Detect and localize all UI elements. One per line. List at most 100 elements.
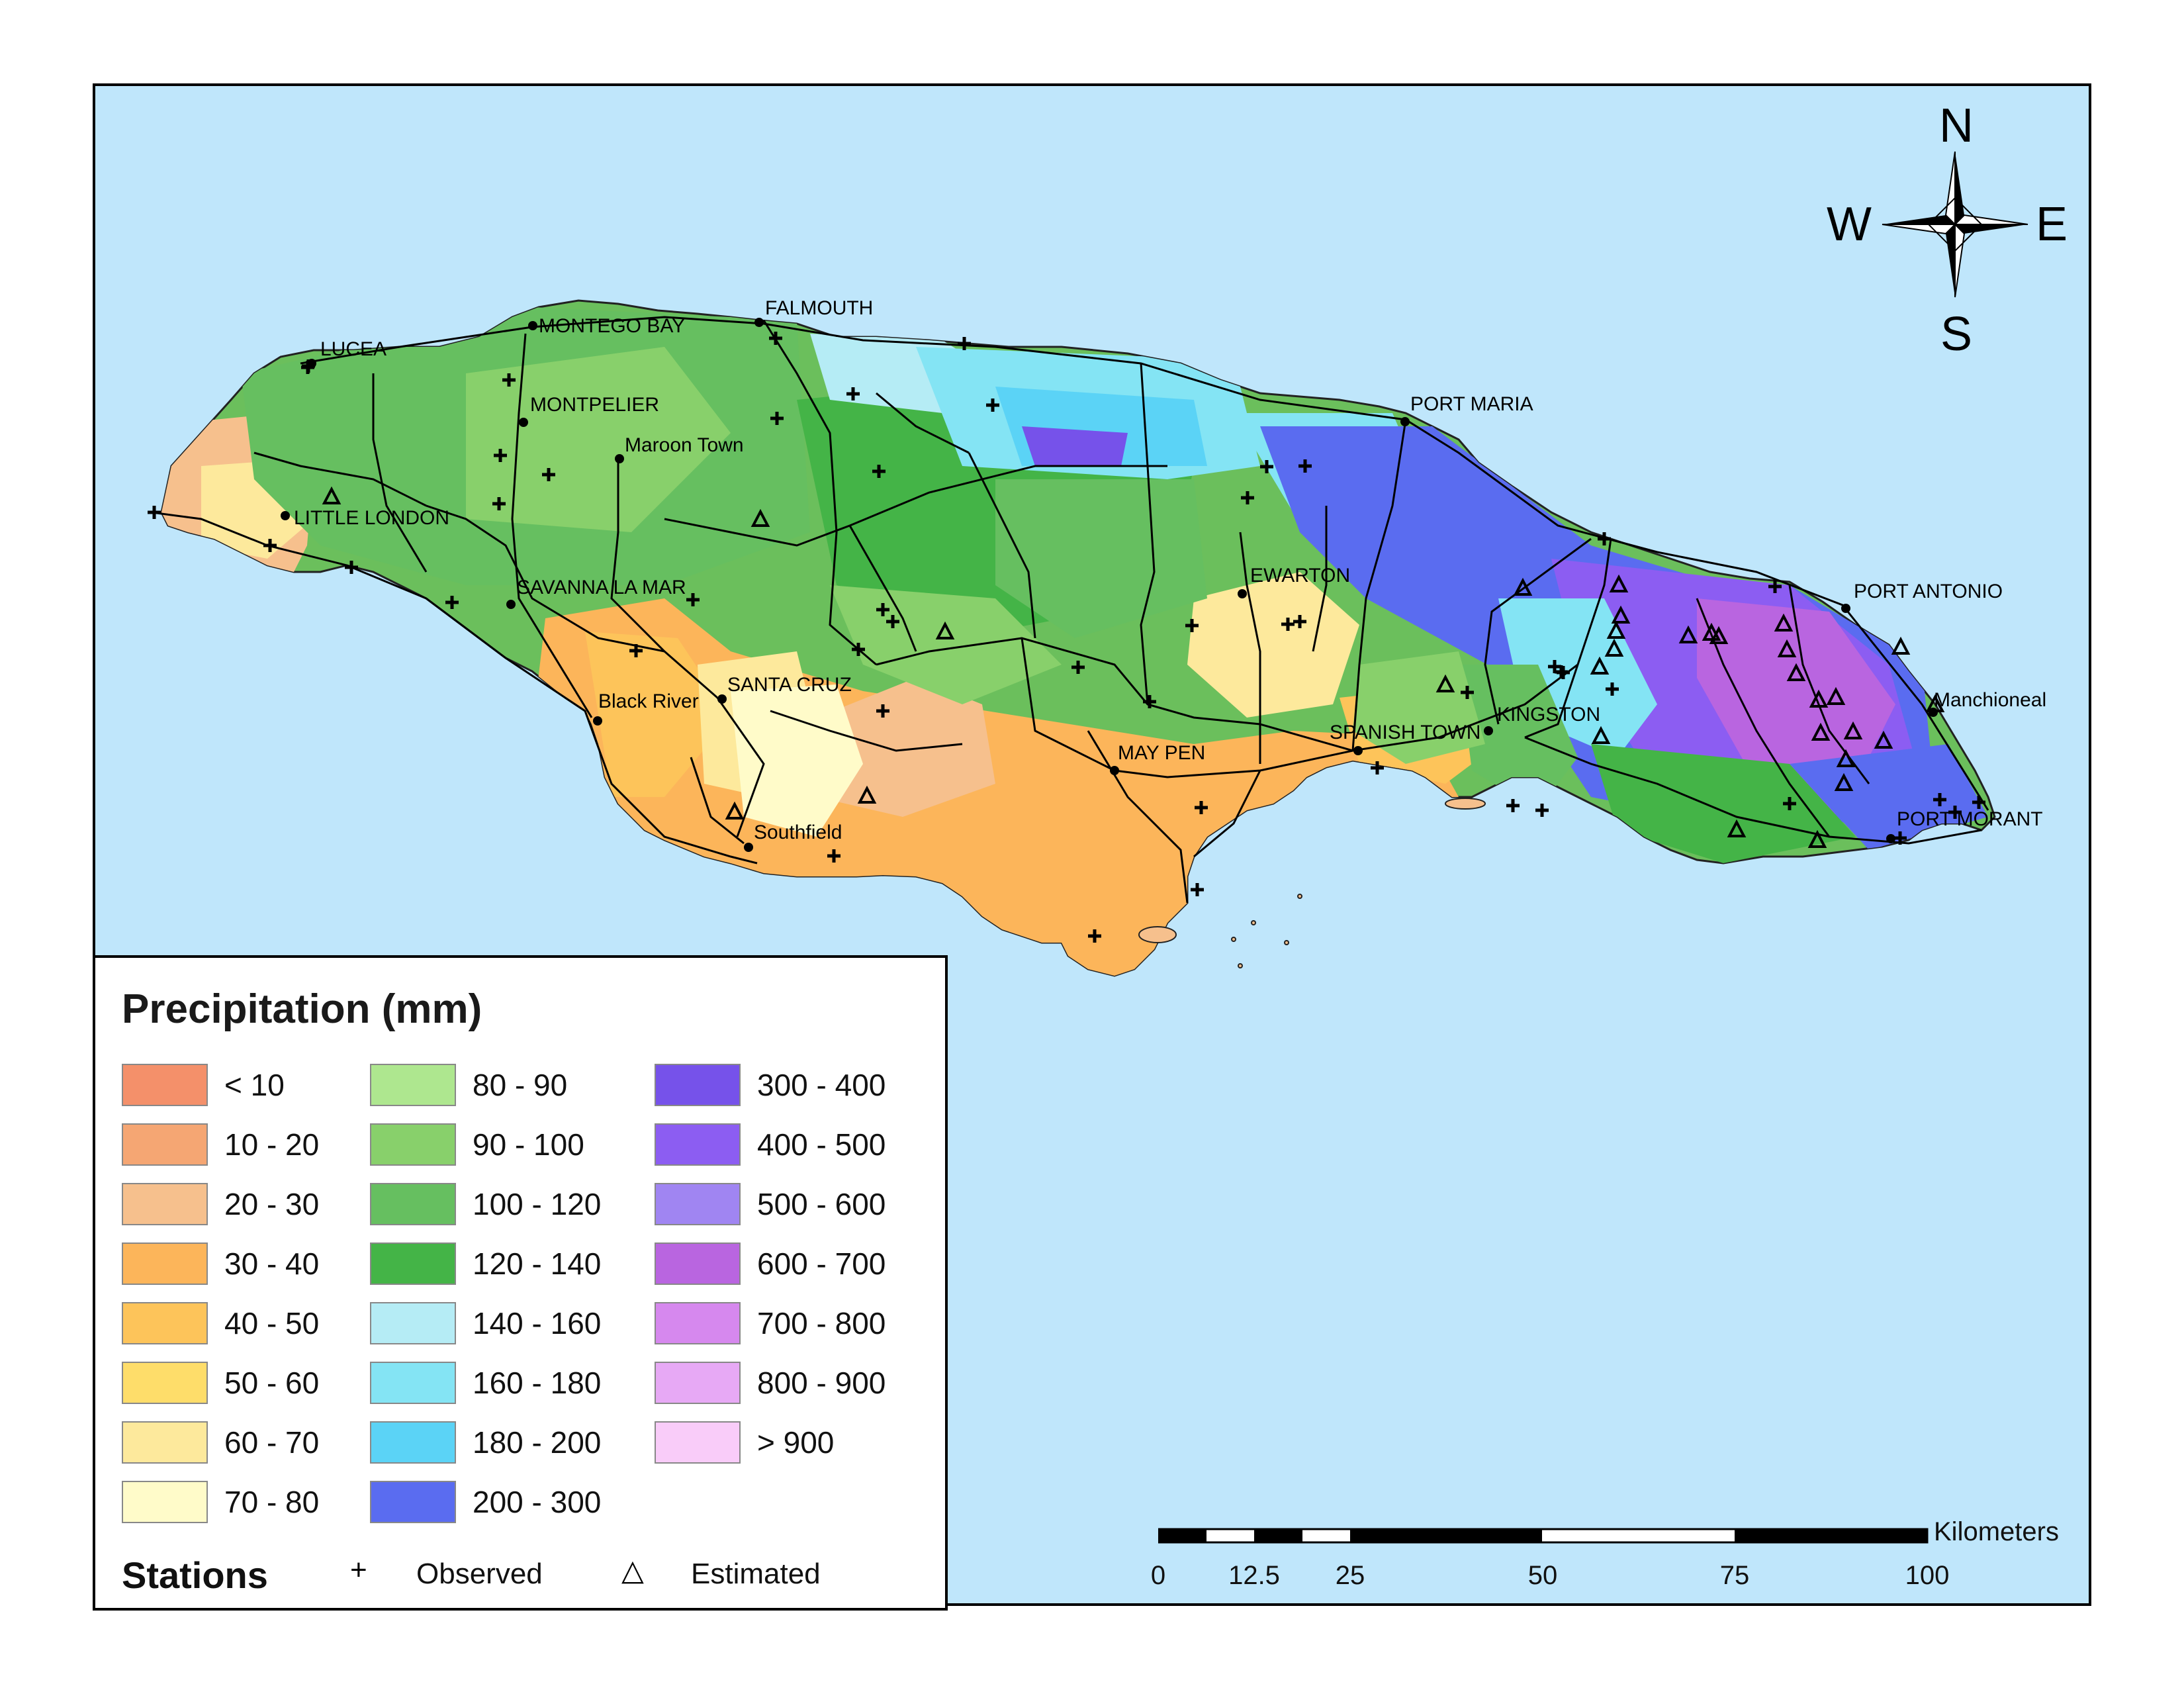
observed-station-marker [1506, 799, 1520, 812]
legend-swatch [655, 1362, 741, 1404]
label-falmouth: FALMOUTH [765, 297, 873, 319]
observed-station-marker [263, 539, 277, 552]
legend-label: 140 - 160 [473, 1306, 602, 1340]
observed-station-marker [1783, 797, 1796, 810]
scale-tick-12-5: 12.5 [1228, 1561, 1280, 1590]
estimated-station-marker [1843, 721, 1863, 739]
legend-swatch [370, 1481, 456, 1523]
estimated-station-marker [1591, 726, 1611, 744]
legend: Precipitation (mm) < 10 10 - 20 20 - 30 30 … [93, 955, 948, 1611]
estimated-station-marker [751, 508, 770, 527]
estimated-station-marker [1709, 626, 1729, 644]
observed-stations [148, 332, 1985, 943]
legend-label: 400 - 500 [757, 1127, 886, 1162]
label-kingston: KINGSTON [1497, 704, 1600, 726]
legend-label: < 10 [224, 1068, 285, 1102]
legend-label: 20 - 30 [224, 1187, 320, 1221]
estimated-station-marker [1678, 625, 1698, 643]
estimated-station-marker [1891, 636, 1911, 655]
road-network [151, 316, 1989, 904]
observed-station-marker [1598, 532, 1611, 545]
estimated-station-marker [1604, 638, 1624, 657]
estimated-station-marker [935, 621, 955, 639]
legend-swatch [370, 1243, 456, 1285]
observed-station-marker [492, 497, 506, 510]
observed-station-marker [1557, 666, 1570, 679]
observed-station-marker [986, 399, 999, 412]
observed-station-marker [852, 643, 865, 656]
stations-title: Stations [122, 1554, 268, 1596]
observed-station-marker [686, 593, 700, 606]
legend-label: 800 - 900 [757, 1366, 886, 1400]
observed-station-marker [1088, 929, 1101, 943]
observed-station-marker [1293, 615, 1306, 628]
legend-swatch [122, 1302, 208, 1344]
observed-station-marker [345, 561, 358, 574]
label-lucea: LUCEA [320, 338, 387, 360]
compass-west: W [1827, 198, 1872, 251]
observed-station-marker [494, 449, 507, 462]
legend-label: 500 - 600 [757, 1187, 886, 1221]
legend-swatch [122, 1362, 208, 1404]
town-markers [281, 318, 1938, 852]
estimated-station-marker [725, 801, 745, 820]
legend-swatch [370, 1302, 456, 1344]
label-montego-bay: MONTEGO BAY [539, 315, 685, 337]
observed-symbol: + [350, 1554, 367, 1586]
label-savanna-la-mar: SAVANNA LA MAR [517, 577, 686, 598]
label-ewarton: EWARTON [1250, 565, 1350, 586]
legend-swatch [655, 1243, 741, 1285]
legend-swatch [370, 1183, 456, 1225]
legend-label: 200 - 300 [473, 1485, 602, 1519]
legend-swatch [655, 1123, 741, 1166]
legend-swatch [122, 1123, 208, 1166]
observed-station-marker [1371, 761, 1384, 774]
observed-station-marker [1071, 661, 1085, 674]
estimated-station-marker [1513, 577, 1533, 596]
observed-station-marker [148, 506, 161, 519]
estimated-station-marker [1807, 829, 1827, 848]
observed-station-marker [542, 468, 555, 481]
place-labels: LUCEA MONTEGO BAY FALMOUTH MONTPELIER Ma… [294, 297, 2046, 843]
label-black-river: Black River [598, 690, 699, 712]
observed-station-marker [1281, 618, 1295, 631]
legend-label: 600 - 700 [757, 1246, 886, 1281]
estimated-station-marker [1435, 674, 1455, 692]
estimated-station-marker [1826, 686, 1846, 705]
estimated-station-marker [1702, 622, 1721, 641]
label-maroon-town: Maroon Town [625, 434, 744, 456]
label-spanish-town: SPANISH TOWN [1330, 722, 1480, 743]
observed-station-marker [876, 603, 889, 616]
observed-station-marker [769, 332, 782, 345]
observed-station-marker [1461, 686, 1474, 699]
observed-station-marker [629, 644, 643, 657]
legend-swatch [122, 1064, 208, 1106]
observed-station-marker [1191, 883, 1204, 896]
estimated-station-marker [1609, 574, 1629, 592]
observed-station-marker [846, 387, 860, 400]
observed-station-marker [1260, 460, 1273, 473]
observed-station-marker [1241, 491, 1254, 504]
estimated-station-marker [1834, 773, 1854, 791]
estimated-label: Estimated [691, 1558, 821, 1590]
estimated-stations [322, 486, 1945, 848]
legend-swatch [122, 1481, 208, 1523]
observed-station-marker [1893, 831, 1907, 845]
label-may-pen: MAY PEN [1118, 742, 1205, 764]
observed-station-marker [886, 615, 899, 628]
label-little-london: LITTLE LONDON [294, 507, 449, 529]
estimated-station-marker [1774, 613, 1794, 632]
legend-swatch [370, 1064, 456, 1106]
scale-tick-50: 50 [1527, 1561, 1558, 1590]
estimated-station-marker [1836, 749, 1856, 767]
jamaica-precipitation-map: LUCEA MONTEGO BAY FALMOUTH MONTPELIER Ma… [148, 99, 2068, 977]
legend-label: 160 - 180 [473, 1366, 602, 1400]
estimated-station-marker [1727, 819, 1747, 837]
observed-station-marker [1143, 695, 1156, 708]
estimated-station-marker [857, 785, 877, 804]
legend-label: 50 - 60 [224, 1366, 320, 1400]
legend-label: 120 - 140 [473, 1246, 602, 1281]
label-port-maria: PORT MARIA [1410, 393, 1533, 415]
legend-swatch [655, 1183, 741, 1225]
legend-label: 180 - 200 [473, 1425, 602, 1460]
